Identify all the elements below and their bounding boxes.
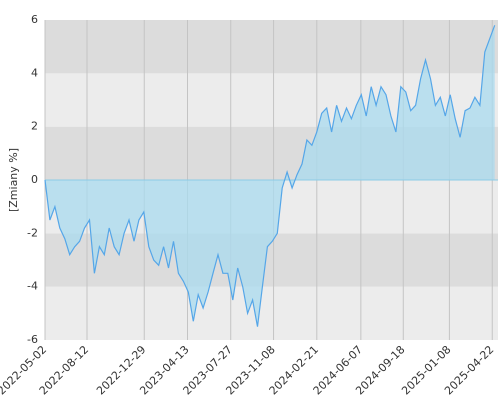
y-tick-label: 4: [31, 66, 38, 79]
band: [45, 20, 498, 74]
y-tick-label: -2: [27, 226, 38, 239]
y-tick-label: 6: [31, 13, 38, 26]
area: [45, 25, 495, 327]
y-tick-label: -4: [27, 280, 38, 293]
y-axis-label: [Zmiany %]: [7, 148, 20, 212]
band: [45, 286, 498, 340]
y-tick-label: 0: [31, 173, 38, 186]
line: [44, 25, 496, 327]
y-tick-label: -6: [27, 333, 38, 346]
y-tick-label: 2: [31, 120, 38, 133]
